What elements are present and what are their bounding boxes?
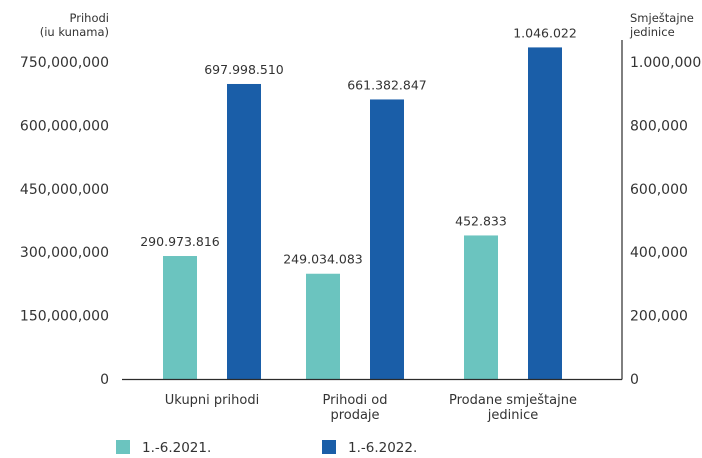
left-tick-label: 450,000,000 [20, 182, 109, 198]
data-label: 249.034.083 [283, 252, 363, 267]
legend-swatch [322, 440, 336, 454]
left-tick-label: 750,000,000 [20, 55, 109, 71]
left-tick-label: 0 [100, 372, 109, 388]
left-axis-ticks: 0 150,000,000 300,000,000 450,000,000 600,00… [20, 55, 109, 388]
right-tick-label: 200,000 [630, 309, 688, 325]
right-tick-label: 400,000 [630, 245, 688, 261]
data-label: 290.973.816 [140, 234, 220, 249]
left-tick-label: 150,000,000 [20, 309, 109, 325]
legend-swatch [116, 440, 130, 454]
data-label: 661.382.847 [347, 77, 427, 92]
data-label: 697.998.510 [204, 62, 284, 77]
bar [306, 273, 340, 379]
bar [370, 99, 404, 380]
right-axis-title-line: Smještajne [630, 11, 694, 25]
left-axis-title-line: Prihodi [70, 11, 109, 25]
data-label: 452.833 [455, 213, 507, 228]
legend-label: 1.-6.2021. [142, 440, 211, 456]
category-label: Ukupni prihodi [165, 393, 259, 408]
right-axis-title-line: jedinice [629, 25, 675, 39]
bar [227, 83, 261, 379]
bar [163, 256, 197, 379]
category-label: Prodane smještajne [449, 393, 577, 408]
right-tick-label: 600,000 [630, 182, 688, 198]
right-tick-label: 800,000 [630, 118, 688, 134]
category-label: jedinice [487, 408, 538, 423]
bar [464, 235, 498, 379]
legend-label: 1.-6.2022. [348, 440, 417, 456]
axes [122, 40, 623, 381]
data-label: 1.046.022 [513, 25, 577, 40]
right-tick-label: 0 [630, 372, 639, 388]
right-axis-ticks: 0 200,000 400,000 600,000 800,000 1.000,000 [630, 55, 701, 388]
right-tick-label: 1.000,000 [630, 55, 701, 71]
left-axis-title-line: (iu kunama) [40, 25, 109, 39]
left-tick-label: 300,000,000 [20, 245, 109, 261]
category-label: prodaje [330, 408, 379, 423]
left-axis-title: Prihodi(iu kunama) [40, 11, 109, 39]
bars [163, 47, 562, 380]
category-label: Prihodi od [323, 393, 388, 408]
left-tick-label: 600,000,000 [20, 118, 109, 134]
data-labels: 290.973.816 249.034.083 452.833 697.998.510… [140, 25, 577, 266]
bar [528, 47, 562, 380]
legend: 1.-6.2021. 1.-6.2022. [116, 440, 417, 456]
